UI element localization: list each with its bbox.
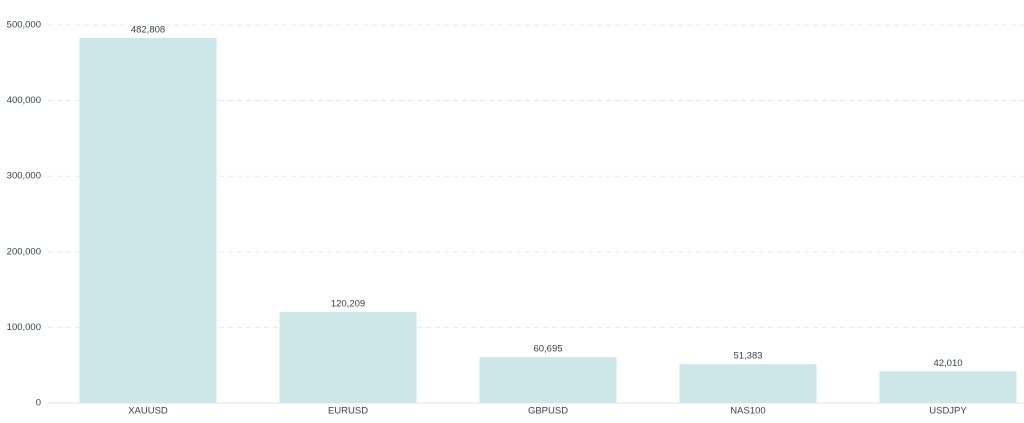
value-label: 51,383 xyxy=(733,351,762,362)
value-label: 120,209 xyxy=(331,299,365,310)
x-tick-label: NAS100 xyxy=(730,406,765,417)
x-tick-label: EURUSD xyxy=(328,406,368,417)
bar xyxy=(479,357,617,403)
y-tick-label: 400,000 xyxy=(7,95,41,106)
x-tick-label: XAUUSD xyxy=(128,406,168,417)
y-tick-label: 0 xyxy=(36,398,41,409)
value-label: 482,808 xyxy=(131,25,165,36)
y-tick-label: 200,000 xyxy=(7,246,41,257)
x-tick-label: USDJPY xyxy=(929,406,967,417)
value-label: 42,010 xyxy=(933,358,962,369)
value-label: 60,695 xyxy=(533,344,562,355)
bar xyxy=(879,371,1017,403)
bar xyxy=(279,312,417,403)
bar xyxy=(79,37,217,403)
y-tick-label: 100,000 xyxy=(7,322,41,333)
y-tick-label: 300,000 xyxy=(7,171,41,182)
y-tick-label: 500,000 xyxy=(7,20,41,31)
x-tick-label: GBPUSD xyxy=(528,406,568,417)
bar xyxy=(679,364,817,403)
